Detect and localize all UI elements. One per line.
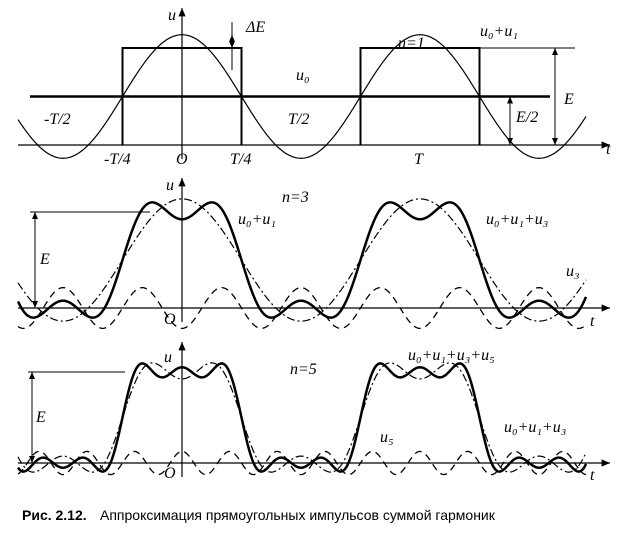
tick-label: T [414, 151, 424, 168]
curves [16, 7, 610, 477]
label: u₀+u₁+u₃ [486, 211, 548, 228]
label: n=5 [290, 361, 317, 378]
label: T/2 [288, 111, 309, 128]
label: E/2 [515, 109, 538, 126]
label: E [39, 251, 50, 268]
axis-label: u [166, 177, 174, 194]
caption-number: Рис. 2.12. [22, 507, 87, 523]
label: u₀+u₁ [480, 23, 518, 40]
axis-label: t [590, 467, 595, 484]
label: u₃ [566, 263, 580, 280]
label: n=3 [282, 189, 309, 206]
caption-text: Аппроксимация прямоугольных импульсов су… [100, 507, 496, 523]
label: u₀+u₁ [238, 211, 276, 228]
u5-curve [17, 450, 587, 476]
sum5-curve [16, 362, 588, 473]
label: u₀ [296, 67, 310, 84]
sum3-curve [16, 201, 588, 319]
axis-label: t [590, 313, 595, 330]
tick-label: O [164, 311, 176, 328]
sum3-curve [17, 362, 587, 473]
label: n=1 [398, 35, 425, 52]
tick-label: -T/4 [104, 151, 131, 168]
label: -T/2 [44, 111, 71, 128]
u3-curve [17, 286, 587, 330]
axis-label: u [168, 7, 176, 24]
tick-label: O [164, 465, 176, 482]
label: E [35, 409, 46, 426]
label: E [563, 91, 574, 108]
axis-label: t [606, 141, 611, 158]
label: u₀+u₁+u₃ [504, 419, 566, 436]
label: ΔE [245, 19, 265, 36]
axis-label: u [164, 349, 172, 366]
tick-label: O [176, 151, 188, 168]
label: u₅ [380, 429, 394, 446]
tick-label: T/4 [230, 151, 251, 168]
sum1-curve [17, 198, 587, 322]
label: u₀+u₁+u₃+u₅ [408, 347, 495, 364]
u0-u1-curve [17, 34, 587, 159]
